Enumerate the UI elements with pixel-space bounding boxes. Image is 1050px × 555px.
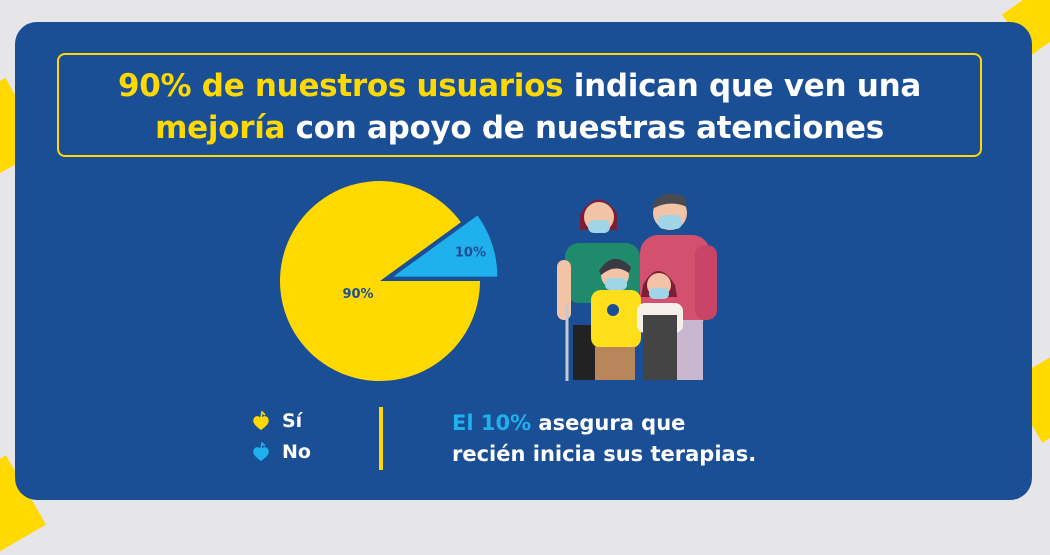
note-line-1: asegura que	[531, 411, 686, 435]
headline-text: indican que ven una	[563, 68, 922, 104]
legend: Sí No	[252, 405, 311, 467]
title-box: 90% de nuestros usuarios indican que ven…	[57, 53, 982, 157]
legend-label: No	[282, 440, 311, 463]
note-highlight: El 10%	[452, 411, 532, 435]
heart-fruit-icon	[253, 410, 269, 430]
legend-item-no: No	[252, 436, 311, 467]
heart-fruit-icon	[253, 441, 269, 461]
legend-item-si: Sí	[252, 405, 311, 436]
divider	[379, 407, 383, 470]
pie-label-no: 10%	[455, 246, 486, 261]
infographic-card	[15, 22, 1032, 500]
headline: 90% de nuestros usuarios indican que ven…	[59, 65, 980, 149]
note-text: El 10% asegura que recién inicia sus ter…	[452, 408, 756, 470]
headline-text: con apoyo de nuestras atenciones	[285, 110, 885, 146]
pie-chart: 10% 90%	[279, 180, 498, 381]
note-line-2: recién inicia sus terapias.	[452, 442, 757, 466]
family-with-masks-illustration	[557, 193, 717, 381]
legend-label: Sí	[282, 409, 303, 432]
headline-highlight: mejoría	[155, 110, 286, 146]
pie-slice-no	[393, 215, 498, 277]
pie-slice-si	[279, 180, 480, 381]
pie-label-si: 90%	[342, 287, 373, 302]
headline-highlight: 90% de nuestros usuarios	[118, 68, 564, 104]
